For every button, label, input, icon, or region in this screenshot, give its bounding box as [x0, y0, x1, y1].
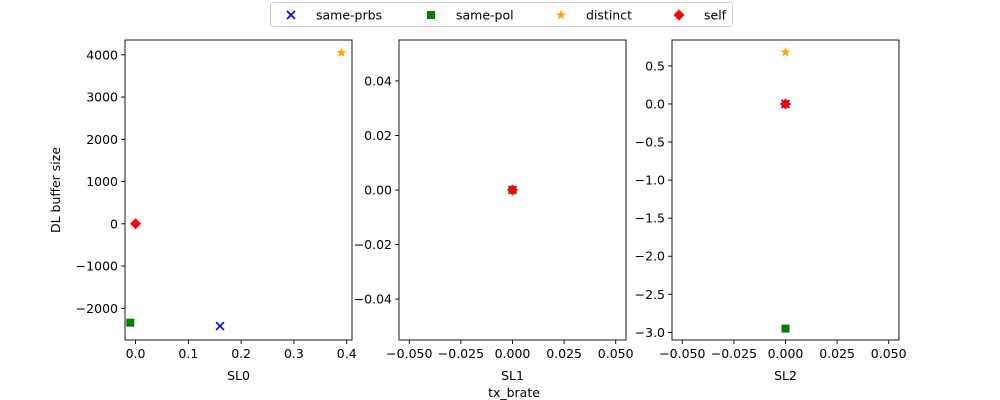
x-tick-label: 0.1 — [178, 346, 198, 361]
legend-marker-distinct — [556, 9, 566, 20]
legend-label-same-pol: same-pol — [456, 8, 514, 23]
x-tick-label: 0.000 — [495, 346, 531, 361]
legend-marker-self — [673, 9, 685, 21]
legend: same-prbs same-pol distinct self — [270, 2, 733, 27]
data-point-same-pol — [781, 324, 790, 333]
x-axis-label: SL1 — [501, 368, 524, 383]
y-tick-label: 0.5 — [645, 58, 665, 73]
x-tick-label: 0.050 — [871, 346, 907, 361]
x-tick-label: 0.000 — [768, 346, 804, 361]
y-tick-label: 4000 — [86, 47, 118, 62]
y-tick-label: 0.02 — [364, 128, 392, 143]
x-tick-label: 0.4 — [337, 346, 357, 361]
x-tick-label: −0.050 — [659, 346, 705, 361]
legend-label-same-prbs: same-prbs — [316, 8, 382, 23]
x-tick-label: −0.050 — [386, 346, 432, 361]
y-tick-label: −3.0 — [635, 325, 665, 340]
y-tick-label: 0.04 — [364, 73, 392, 88]
legend-frame — [270, 2, 733, 27]
y-tick-label: 2000 — [86, 132, 118, 147]
data-point-same-prbs — [215, 321, 225, 331]
y-tick-label: −1.0 — [635, 173, 665, 188]
x-tick-label: 0.0 — [126, 346, 146, 361]
y-tick-label: −2000 — [76, 301, 118, 316]
legend-marker-same-prbs — [286, 10, 296, 20]
x-tick-label: −0.025 — [438, 346, 484, 361]
y-tick-label: −1000 — [76, 259, 118, 274]
x-axis-label: SL0 — [227, 368, 250, 383]
y-tick-label: −0.04 — [354, 292, 392, 307]
data-point-self — [130, 218, 142, 230]
x-tick-label: 0.3 — [284, 346, 304, 361]
figure-x-axis-label: tx_brate — [488, 385, 540, 400]
subplot-sl1: −0.050 −0.025 0.000 0.025 0.050 −0.04 −0.02 0.0… — [354, 39, 634, 383]
y-tick-label: −0.02 — [354, 237, 392, 252]
subplot-sl0: 0.0 0.1 0.2 0.3 0.4 −2000 −1000 0 1000 2000 3000 40… — [48, 39, 357, 383]
y-tick-label: −1.5 — [635, 211, 665, 226]
axes-frame — [671, 39, 900, 341]
y-tick-label: 0.00 — [364, 183, 392, 198]
x-tick-label: −0.025 — [711, 346, 757, 361]
subplot-sl2: −0.050 −0.025 0.000 0.025 0.050 −3.0 −2.5 −2.0 −… — [635, 39, 907, 383]
y-tick-label: −2.5 — [635, 287, 665, 302]
axes-frame — [124, 39, 353, 341]
y-tick-label: 0.0 — [645, 96, 665, 111]
x-tick-label: 0.050 — [598, 346, 634, 361]
data-point-self — [780, 98, 791, 110]
y-tick-label: 1000 — [86, 174, 118, 189]
y-tick-label: 3000 — [86, 90, 118, 105]
data-point-distinct — [780, 46, 791, 57]
y-tick-label: −2.0 — [635, 249, 665, 264]
x-tick-label: 0.2 — [231, 346, 251, 361]
chart-panels: 0.0 0.1 0.2 0.3 0.4 −2000 −1000 0 1000 2000 3000 40… — [48, 39, 907, 383]
data-point-same-pol — [126, 318, 135, 327]
legend-label-self: self — [704, 8, 727, 23]
x-tick-label: 0.025 — [819, 346, 855, 361]
y-tick-label: −0.5 — [635, 135, 665, 150]
legend-label-distinct: distinct — [586, 8, 632, 23]
y-tick-label: 0 — [110, 216, 118, 231]
data-point-distinct — [336, 47, 347, 57]
legend-marker-same-pol — [427, 11, 435, 19]
data-point-self — [507, 184, 518, 196]
y-axis-label: DL buffer size — [48, 147, 63, 233]
x-tick-label: 0.025 — [546, 346, 582, 361]
x-axis-label: SL2 — [774, 368, 797, 383]
